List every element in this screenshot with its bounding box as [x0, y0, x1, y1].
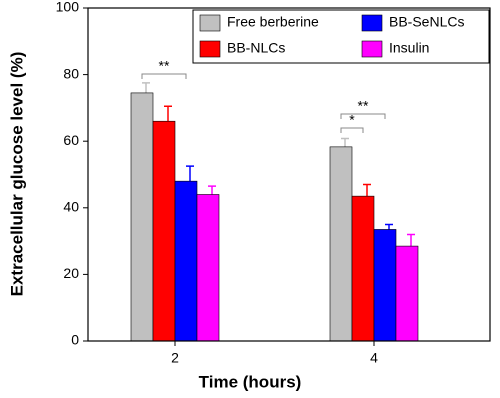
legend-label: Insulin: [389, 40, 429, 56]
error-bar: [363, 183, 371, 197]
legend-swatch: [361, 14, 383, 32]
bar: [329, 146, 353, 342]
legend-swatch: [361, 40, 383, 58]
error-bar: [164, 105, 172, 122]
bar: [174, 180, 198, 342]
error-bar: [407, 233, 415, 247]
error-bar: [341, 137, 349, 147]
y-tick-label: 40: [63, 199, 79, 215]
bar: [395, 245, 419, 342]
error-bar: [208, 185, 216, 195]
bar: [351, 195, 375, 342]
y-tick-label: 60: [63, 132, 79, 148]
legend-box: [192, 9, 490, 64]
y-tick-label: 80: [63, 65, 79, 81]
bar: [152, 120, 176, 342]
y-tick-label: 20: [63, 265, 79, 281]
plot-frame: [87, 7, 491, 342]
significance-label: **: [159, 58, 170, 74]
significance-bracket: [340, 127, 364, 133]
bar: [373, 229, 397, 342]
x-tick-label: 2: [171, 350, 179, 366]
y-tick-label: 0: [71, 332, 79, 348]
legend-label: Free berberine: [227, 14, 319, 30]
legend-swatch: [199, 40, 221, 58]
significance-bracket: [340, 113, 386, 119]
y-tick-label: 100: [56, 0, 80, 15]
legend-swatch: [199, 14, 221, 32]
legend-label: BB-NLCs: [227, 40, 285, 56]
x-tick-label: 4: [370, 350, 378, 366]
error-bar: [142, 82, 150, 93]
significance-bracket: [141, 73, 187, 79]
significance-label: *: [349, 112, 355, 128]
error-bar: [186, 165, 194, 182]
bar: [130, 92, 154, 342]
error-bar: [385, 223, 393, 230]
x-axis-label: Time (hours): [199, 372, 302, 391]
y-axis-label: Extracellular glucose level (%): [7, 52, 26, 297]
bar: [196, 194, 220, 342]
legend-label: BB-SeNLCs: [389, 14, 464, 30]
significance-label: **: [358, 98, 369, 114]
